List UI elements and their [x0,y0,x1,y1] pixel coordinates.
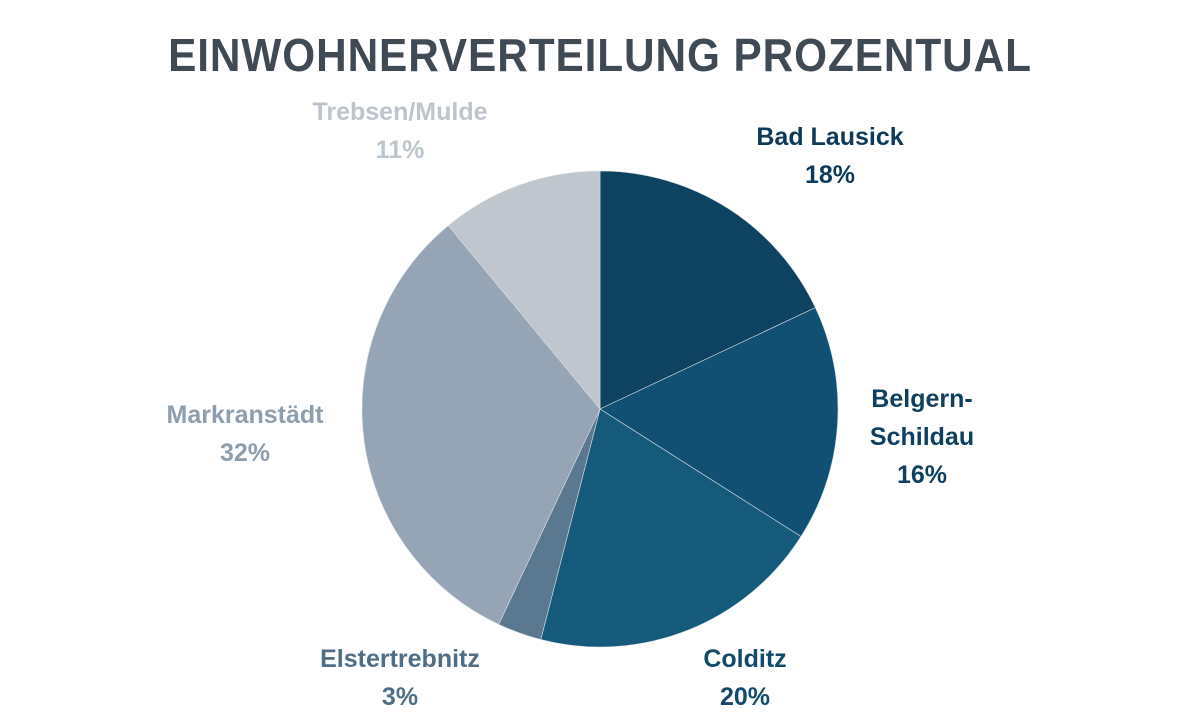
pie-slice-belgern-schildau [599,307,839,537]
data-label: Elstertrebnitz 3% [320,640,480,716]
data-label-percent: 3% [381,683,419,711]
pie-slice-bad-lausick [599,170,816,410]
data-label: Markranstädt 32% [167,396,324,472]
data-label-name: Markranstädt [166,401,324,429]
data-label-name: Bad Lausick [756,123,904,151]
data-label: Trebsen/Mulde 11% [312,93,487,169]
data-label: Belgern- Schildau 16% [870,380,974,494]
pie-slice-markranst-dt [361,225,601,625]
data-label-percent: 20% [719,683,771,711]
chart-title: EINWOHNERVERTEILUNG PROZENTUAL [168,29,1032,81]
data-label: Bad Lausick 18% [756,118,903,194]
data-label-name: Colditz [703,645,787,673]
data-label-name: Trebsen/Mulde [312,98,488,126]
pie-slice-trebsen-mulde [447,170,601,410]
data-label-percent: 11% [375,136,425,164]
data-label-name: Schildau [869,423,975,451]
pie-slice-colditz [540,408,802,648]
data-label-percent: 32% [219,439,271,467]
data-label-name: Elstertrebnitz [320,645,480,673]
data-label-percent: 18% [804,161,856,189]
data-label-percent: 16% [896,461,948,489]
data-label-name: Belgern- [871,385,973,413]
data-label: Colditz 20% [703,640,786,716]
